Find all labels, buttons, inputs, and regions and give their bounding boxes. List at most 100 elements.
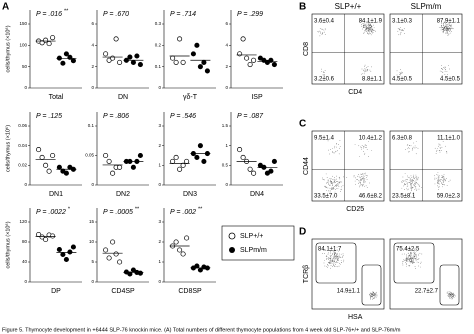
event [446, 27, 448, 29]
event [443, 30, 445, 31]
event [328, 184, 330, 185]
event [335, 185, 337, 186]
event [396, 70, 398, 72]
event [413, 142, 415, 144]
event [327, 266, 328, 268]
event [341, 181, 343, 183]
event [337, 187, 339, 189]
event [330, 178, 332, 180]
event [401, 30, 403, 31]
event [413, 253, 415, 254]
mutant-point [134, 53, 140, 59]
event [412, 258, 414, 260]
event [326, 258, 327, 260]
y-tick-label: 0.3 [155, 21, 162, 26]
event [410, 175, 412, 177]
event [329, 260, 331, 262]
event [416, 250, 417, 252]
event [328, 265, 330, 267]
event [449, 293, 451, 295]
event [360, 182, 361, 184]
event [420, 263, 421, 265]
event [402, 264, 404, 266]
y-tick-label: 0 [158, 279, 161, 284]
event [364, 26, 366, 28]
event [329, 191, 331, 193]
event [355, 183, 356, 185]
event [403, 259, 405, 260]
event [418, 188, 420, 190]
event [447, 28, 448, 30]
event [405, 247, 407, 249]
event [333, 260, 335, 261]
event [369, 294, 371, 296]
wildtype-point [113, 251, 119, 257]
event [359, 156, 360, 157]
event [451, 292, 452, 293]
y-tick-label: 40 [22, 259, 28, 264]
event [328, 257, 330, 259]
gate [439, 264, 460, 306]
event [372, 296, 374, 297]
event [413, 185, 415, 186]
event [368, 29, 370, 31]
event [363, 176, 365, 177]
event [342, 261, 344, 263]
event [370, 295, 372, 297]
event [371, 294, 372, 296]
event [446, 32, 448, 34]
event [370, 24, 371, 25]
mutant-point [204, 68, 210, 74]
event [441, 146, 443, 148]
event [336, 257, 337, 258]
event [324, 69, 326, 71]
event [360, 179, 361, 180]
event [449, 291, 451, 293]
event [322, 32, 324, 33]
event [338, 153, 340, 155]
wildtype-point [117, 164, 123, 170]
event [406, 257, 407, 259]
event [366, 30, 368, 31]
event [446, 26, 447, 28]
event [362, 28, 363, 30]
event [366, 31, 368, 32]
event [447, 29, 449, 31]
event [363, 33, 365, 34]
plot-title: CD8SP [178, 288, 202, 295]
event [329, 178, 331, 179]
event [437, 179, 438, 181]
event [446, 24, 448, 26]
event [400, 27, 401, 29]
event [401, 71, 403, 73]
event [330, 188, 332, 190]
mutant-point [201, 59, 207, 65]
event [415, 253, 417, 255]
event [415, 179, 417, 181]
y-tick-label: 1.5 [222, 123, 229, 128]
event [329, 187, 331, 189]
event [409, 258, 410, 259]
y-tick-label: 10 [89, 239, 95, 244]
event [323, 74, 324, 76]
event [405, 258, 407, 260]
y-tick-label: 120 [19, 219, 27, 224]
event [443, 177, 445, 179]
event [406, 178, 408, 180]
event [412, 255, 414, 257]
event [334, 258, 336, 260]
event [373, 294, 375, 295]
event [446, 291, 448, 293]
event [441, 175, 443, 176]
event [407, 179, 408, 181]
event [366, 32, 368, 33]
event [440, 150, 442, 151]
event [407, 148, 408, 150]
wildtype-point [173, 239, 179, 245]
mutant-point [137, 152, 143, 159]
event [361, 179, 362, 180]
event [415, 252, 416, 254]
event [372, 297, 374, 299]
event [415, 174, 417, 176]
event [403, 180, 405, 182]
